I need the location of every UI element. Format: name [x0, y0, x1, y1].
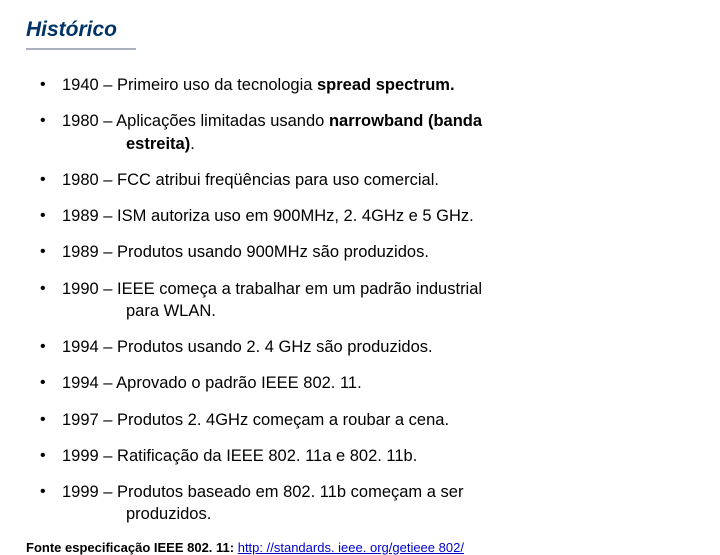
source-line: Fonte especificação IEEE 802. 11: http: …: [26, 540, 694, 555]
title-underline: [26, 48, 136, 50]
page-title: Histórico: [26, 18, 694, 42]
list-item: 1999 – Ratificação da IEEE 802. 11a e 80…: [40, 445, 694, 467]
list-item: 1940 – Primeiro uso da tecnologia spread…: [40, 74, 694, 96]
list-item: 1980 – FCC atribui freqüências para uso …: [40, 169, 694, 191]
list-item: 1980 – Aplicações limitadas usando narro…: [40, 110, 694, 155]
list-item: 1994 – Produtos usando 2. 4 GHz são prod…: [40, 336, 694, 358]
list-item: 1994 – Aprovado o padrão IEEE 802. 11.: [40, 372, 694, 394]
list-item: 1997 – Produtos 2. 4GHz começam a roubar…: [40, 409, 694, 431]
source-link[interactable]: http: //standards. ieee. org/getieee 802…: [238, 540, 464, 555]
source-label: Fonte especificação IEEE 802. 11:: [26, 540, 238, 555]
timeline-list: 1940 – Primeiro uso da tecnologia spread…: [26, 74, 694, 526]
list-item: 1989 – ISM autoriza uso em 900MHz, 2. 4G…: [40, 205, 694, 227]
list-item: 1989 – Produtos usando 900MHz são produz…: [40, 241, 694, 263]
list-item: 1999 – Produtos baseado em 802. 11b come…: [40, 481, 694, 526]
list-item: 1990 – IEEE começa a trabalhar em um pad…: [40, 278, 694, 323]
